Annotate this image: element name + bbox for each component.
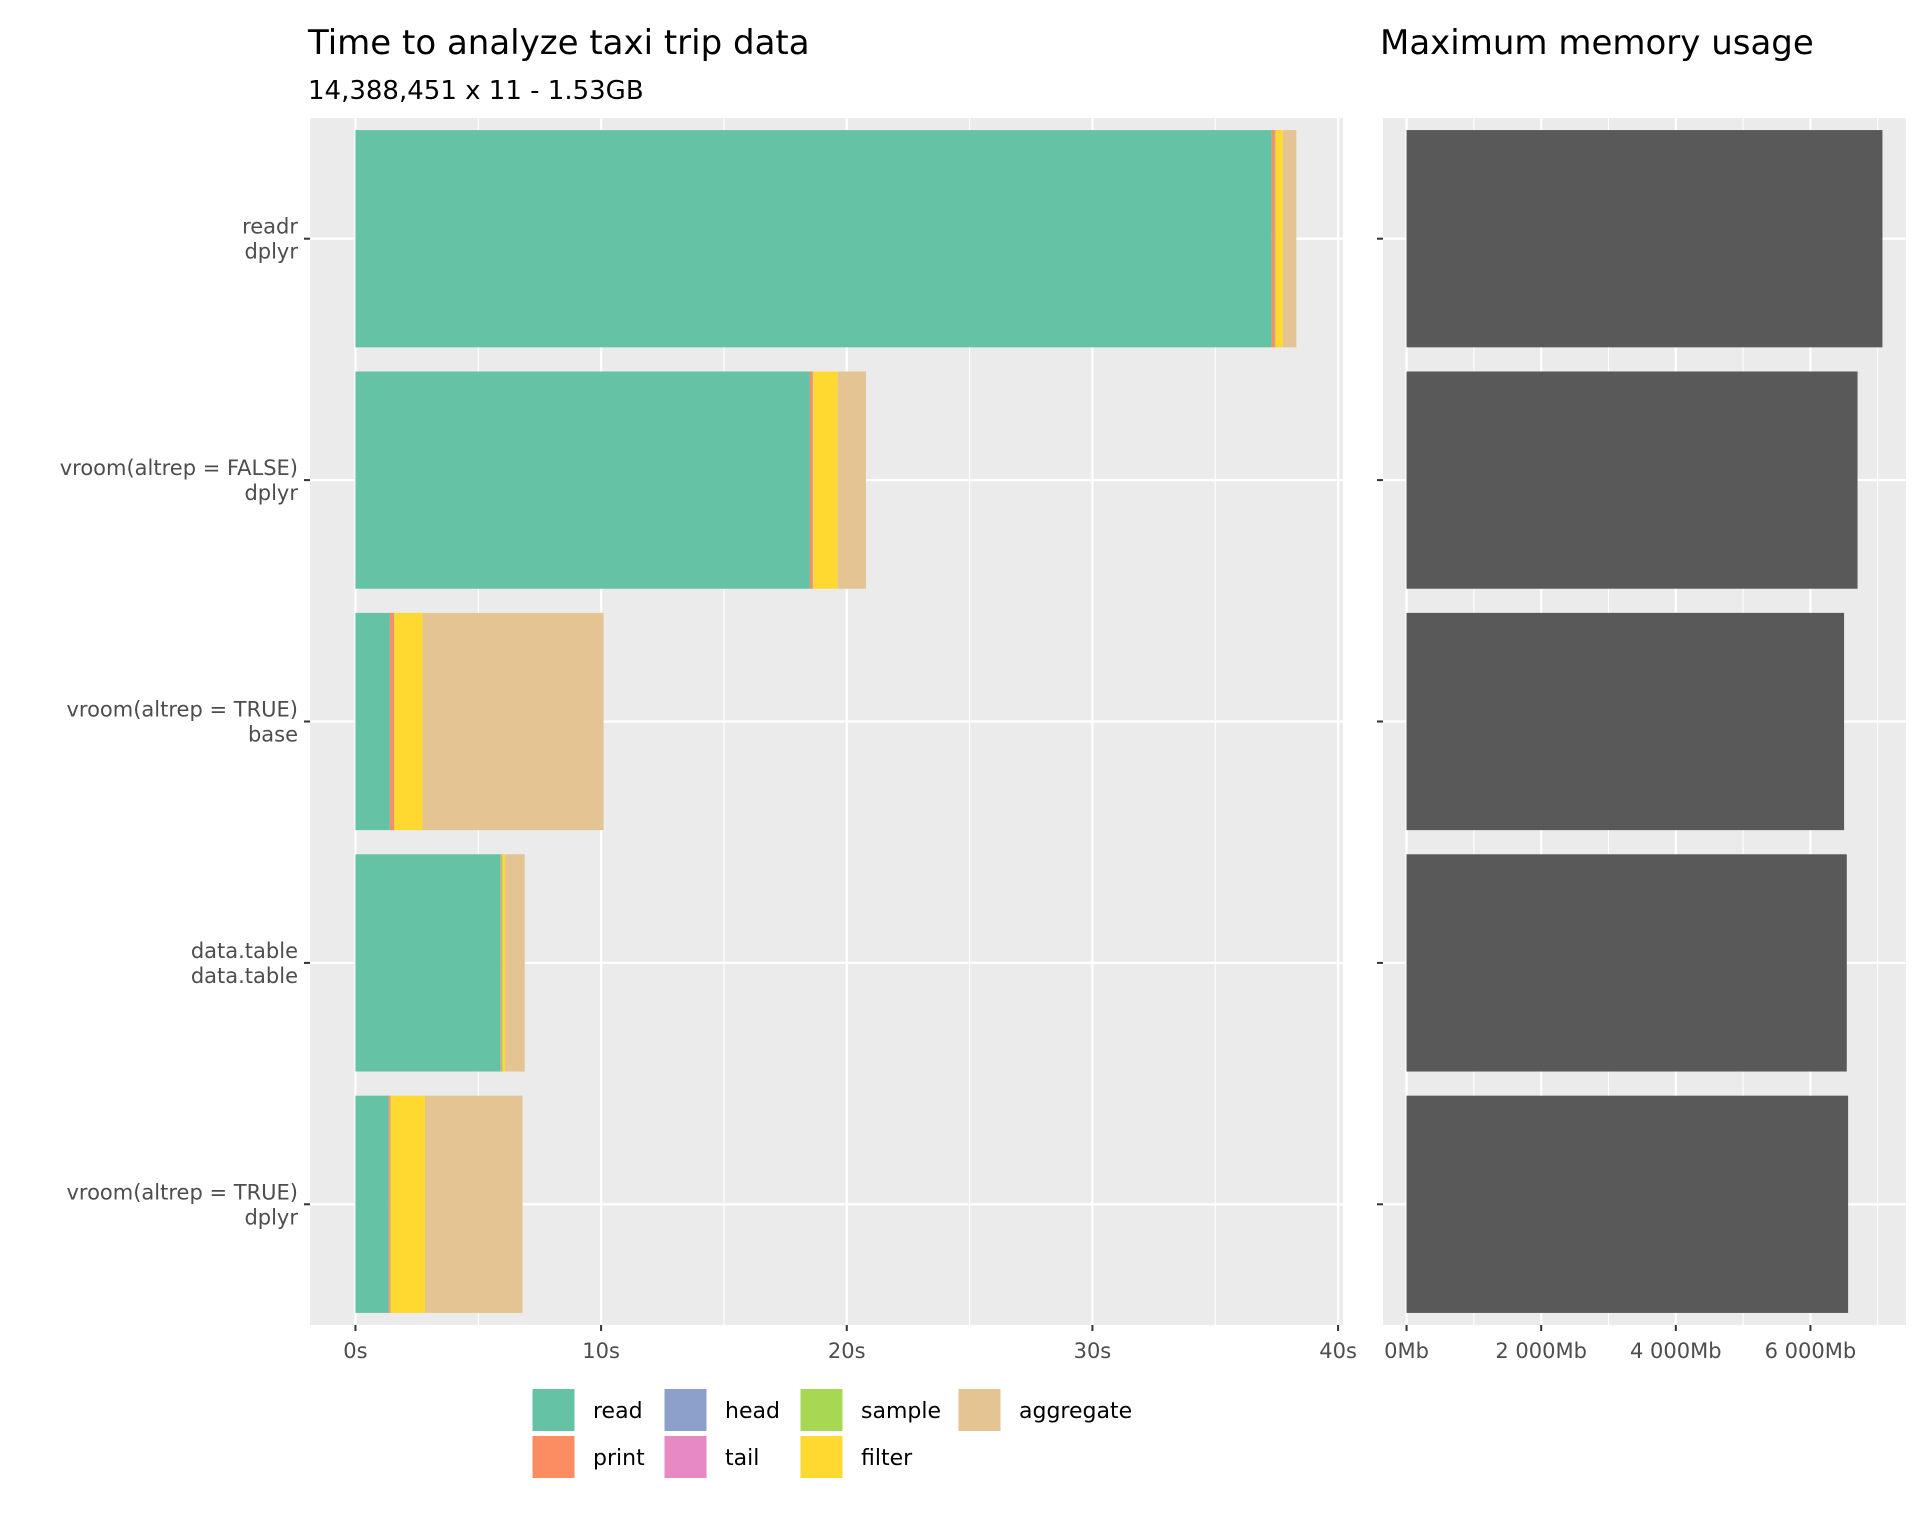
memory-x-tick-label: 6 000Mb	[1765, 1339, 1857, 1363]
time-y-tick-label-line: dplyr	[244, 1205, 298, 1229]
memory-bar	[1406, 371, 1858, 589]
time-bar-segment-read	[355, 612, 390, 831]
time-bar-segment-filter	[502, 854, 506, 1072]
time-x-tick-label: 0s	[343, 1339, 367, 1363]
time-y-tick-label: readr dplyr	[242, 215, 298, 264]
legend-label-print: print	[593, 1446, 645, 1471]
time-y-tick-label: vroom(altrep = TRUE) base	[66, 698, 298, 747]
legend-key-sample	[799, 1388, 844, 1432]
time-bar-segment-aggregate	[505, 854, 525, 1072]
memory-chart-panel: 0Mb 2 000Mb 4 000Mb 6 000Mb	[1377, 118, 1906, 1363]
time-bar-segment-print	[388, 1095, 390, 1313]
time-y-tick-label: vroom(altrep = FALSE) dplyr	[60, 456, 299, 505]
right-chart-title: Maximum memory usage	[1380, 23, 1814, 63]
legend-key-head	[663, 1388, 708, 1432]
legend-key-tail	[663, 1435, 708, 1479]
memory-bar	[1406, 130, 1883, 348]
legend-label-head: head	[725, 1399, 780, 1424]
legend-label-read: read	[593, 1399, 643, 1424]
legend-label-tail: tail	[725, 1446, 759, 1471]
time-y-tick-label-line: vroom(altrep = TRUE)	[66, 1180, 298, 1204]
time-y-tick-label: data.table data.table	[191, 939, 298, 988]
time-y-tick-label-line: vroom(altrep = TRUE)	[66, 698, 298, 722]
legend: read print head tail sample filter aggregate	[531, 1388, 1132, 1479]
time-x-tick-label: 40s	[1319, 1339, 1357, 1363]
legend-key-read	[531, 1388, 576, 1432]
legend-label-aggregate: aggregate	[1019, 1399, 1132, 1424]
time-y-tick-label-line: dplyr	[244, 240, 298, 264]
time-y-tick-label-line: data.table	[191, 964, 298, 988]
time-y-tick-label-line: data.table	[191, 939, 298, 963]
time-bar-segment-aggregate	[837, 371, 866, 589]
left-chart-title: Time to analyze taxi trip data	[307, 23, 810, 63]
time-bar-segment-filter	[394, 612, 423, 831]
time-y-tick-label-line: base	[248, 723, 298, 747]
time-bar-segment-filter	[1275, 130, 1283, 348]
time-x-tick-label: 20s	[828, 1339, 866, 1363]
memory-bar	[1406, 612, 1845, 831]
time-bar-segment-read	[355, 130, 1272, 348]
legend-key-aggregate	[957, 1388, 1002, 1432]
time-y-tick-label-line: vroom(altrep = FALSE)	[60, 456, 298, 480]
memory-x-tick-label: 0Mb	[1384, 1339, 1429, 1363]
legend-label-sample: sample	[861, 1399, 941, 1424]
memory-x-tick-label: 2 000Mb	[1495, 1339, 1587, 1363]
time-bar-segment-read	[355, 1095, 389, 1313]
left-chart-subtitle: 14,388,451 x 11 - 1.53GB	[308, 76, 644, 106]
time-bar-segment-aggregate	[1282, 130, 1297, 348]
time-bar-segment-aggregate	[424, 1095, 523, 1313]
time-bar-segment-print	[389, 612, 394, 831]
memory-bar	[1406, 854, 1847, 1072]
time-x-tick-label: 30s	[1074, 1339, 1112, 1363]
legend-key-filter	[799, 1435, 844, 1479]
time-bar-segment-filter	[390, 1095, 425, 1313]
time-bar-segment-read	[355, 854, 501, 1072]
memory-x-tick-label: 4 000Mb	[1630, 1339, 1722, 1363]
legend-key-print	[531, 1435, 576, 1479]
time-x-tick-label: 10s	[582, 1339, 620, 1363]
time-y-tick-label-line: readr	[242, 215, 298, 239]
time-bar-segment-filter	[813, 371, 838, 589]
time-bar-segment-print	[1271, 130, 1275, 348]
memory-bar	[1406, 1095, 1849, 1313]
time-bar-segment-print	[500, 854, 501, 1072]
time-bar-segment-read	[355, 371, 810, 589]
time-bar-segment-sample	[501, 854, 503, 1072]
time-y-tick-label-line: dplyr	[244, 481, 298, 505]
time-bar-segment-print	[809, 371, 813, 589]
time-y-tick-label: vroom(altrep = TRUE) dplyr	[66, 1180, 298, 1229]
time-bar-segment-aggregate	[422, 612, 604, 831]
legend-label-filter: filter	[861, 1446, 913, 1471]
